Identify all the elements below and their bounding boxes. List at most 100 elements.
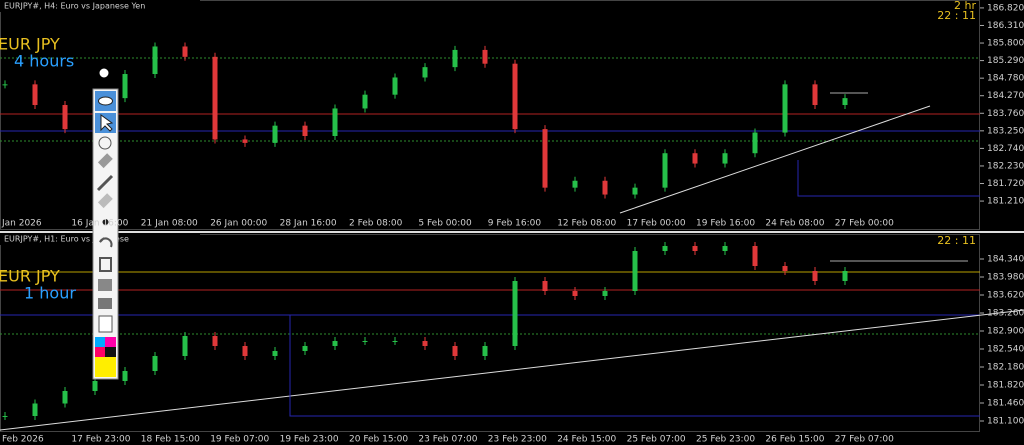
y-tick-label: 185.800 bbox=[987, 39, 1024, 49]
x-tick-label: 12 Feb 08:00 bbox=[557, 219, 616, 229]
candle bbox=[62, 391, 68, 404]
y-tick-label: 183.620 bbox=[987, 291, 1024, 301]
candle bbox=[782, 266, 788, 271]
x-tick-label: 23 Feb 23:00 bbox=[488, 435, 547, 445]
y-tick-label: 184.270 bbox=[987, 91, 1024, 101]
color-swatch[interactable] bbox=[105, 347, 116, 357]
color-swatch[interactable] bbox=[105, 337, 116, 347]
candle bbox=[212, 336, 218, 346]
x-tick-label: 21 Jan 08:00 bbox=[141, 219, 198, 229]
candle bbox=[422, 341, 428, 346]
candle bbox=[212, 56, 218, 140]
pencil-tool[interactable] bbox=[96, 174, 114, 192]
candle bbox=[692, 246, 698, 251]
y-tick-label: 181.100 bbox=[987, 417, 1024, 427]
x-tick-label: 24 Feb 08:00 bbox=[765, 219, 824, 229]
x-tick-label: 5 Feb 00:00 bbox=[418, 219, 472, 229]
candle bbox=[32, 84, 38, 106]
candle bbox=[782, 84, 788, 133]
eraser-tool[interactable] bbox=[97, 193, 113, 209]
candle bbox=[752, 246, 758, 266]
screenshot-tool[interactable] bbox=[98, 298, 112, 309]
candle bbox=[152, 356, 158, 371]
x-tick-label: 27 Feb 00:00 bbox=[835, 219, 894, 229]
candle bbox=[722, 153, 728, 164]
x-tick-label: Jan 2026 bbox=[1, 219, 42, 229]
candle bbox=[572, 180, 578, 188]
x-tick-label: 16 Jan 16:00 bbox=[71, 219, 128, 229]
candle bbox=[542, 281, 548, 291]
candle bbox=[332, 341, 338, 346]
candle bbox=[272, 351, 278, 356]
timer: 22 : 11 bbox=[937, 9, 976, 22]
y-tick-label: 186.310 bbox=[987, 21, 1024, 31]
pane-frame bbox=[0, 0, 980, 230]
erase-tool[interactable] bbox=[98, 136, 112, 150]
y-tick-label: 184.340 bbox=[987, 255, 1024, 265]
y-tick-label: 183.760 bbox=[987, 109, 1024, 119]
y-tick-label: 182.180 bbox=[987, 363, 1024, 373]
candle bbox=[62, 105, 68, 130]
candle bbox=[2, 84, 8, 86]
x-tick-label: 17 Feb 00:00 bbox=[627, 219, 686, 229]
candle bbox=[842, 98, 848, 106]
candle bbox=[482, 346, 488, 356]
levels bbox=[0, 57, 1024, 431]
candle bbox=[422, 67, 428, 78]
clear-tool[interactable] bbox=[98, 279, 112, 291]
x-tick-label: 19 Feb 23:00 bbox=[280, 435, 339, 445]
color-swatch[interactable] bbox=[95, 337, 105, 347]
y-tick-label: 181.210 bbox=[987, 197, 1024, 207]
color-swatch[interactable] bbox=[95, 357, 116, 377]
y-tick-label: 181.720 bbox=[987, 179, 1024, 189]
candle bbox=[752, 132, 758, 154]
candle bbox=[602, 291, 608, 296]
candle bbox=[542, 129, 548, 188]
y-tick-label: 182.900 bbox=[987, 327, 1024, 337]
x-tick-label: 25 Feb 07:00 bbox=[627, 435, 686, 445]
candle bbox=[602, 180, 608, 195]
y-tick-label: 182.230 bbox=[987, 161, 1024, 171]
y-tick-label: 185.290 bbox=[987, 56, 1024, 66]
x-tick-label: 9 Feb 16:00 bbox=[488, 219, 542, 229]
x-tick-label: 18 Feb 15:00 bbox=[141, 435, 200, 445]
color-swatch[interactable] bbox=[95, 347, 105, 357]
candle bbox=[722, 246, 728, 251]
candle bbox=[842, 271, 848, 281]
y-tick-label: 182.740 bbox=[987, 144, 1024, 154]
candle bbox=[512, 63, 518, 130]
candle bbox=[392, 77, 398, 95]
x-tick-label: 26 Feb 15:00 bbox=[765, 435, 824, 445]
trash-tool[interactable] bbox=[99, 257, 112, 272]
header-bg bbox=[0, 0, 200, 12]
x-tick-label: 24 Feb 15:00 bbox=[557, 435, 616, 445]
dot-tool[interactable] bbox=[102, 219, 109, 225]
pane-header: EURJPY#, H4: Euro vs Japanese Yen bbox=[4, 2, 145, 11]
marker-tool[interactable] bbox=[97, 153, 113, 169]
timeframe-label: 4 hours bbox=[14, 52, 74, 71]
candle bbox=[692, 153, 698, 164]
x-tick-label: Feb 2026 bbox=[2, 435, 44, 445]
x-tick-label: 26 Jan 00:00 bbox=[210, 219, 267, 229]
x-tick-label: 19 Feb 16:00 bbox=[696, 219, 755, 229]
candle bbox=[332, 108, 338, 137]
candle bbox=[662, 153, 668, 188]
candle bbox=[182, 336, 188, 356]
y-tick-label: 183.250 bbox=[987, 126, 1024, 136]
pane-header: EURJPY#, H1: Euro vs Japanese bbox=[4, 235, 129, 244]
candle bbox=[662, 246, 668, 251]
toolbar bbox=[92, 67, 119, 380]
y-tick-label: 184.780 bbox=[987, 74, 1024, 84]
candle bbox=[572, 291, 578, 296]
notes-tool[interactable] bbox=[98, 315, 113, 333]
x-tick-label: 20 Feb 15:00 bbox=[349, 435, 408, 445]
y-tick-label: 186.820 bbox=[987, 3, 1024, 13]
period-left: 2 hr bbox=[954, 0, 976, 12]
candle bbox=[392, 341, 398, 342]
y-tick-label: 183.260 bbox=[987, 309, 1024, 319]
candle bbox=[362, 341, 368, 342]
y-tick-label: 182.540 bbox=[987, 345, 1024, 355]
undo-tool[interactable] bbox=[99, 237, 113, 248]
